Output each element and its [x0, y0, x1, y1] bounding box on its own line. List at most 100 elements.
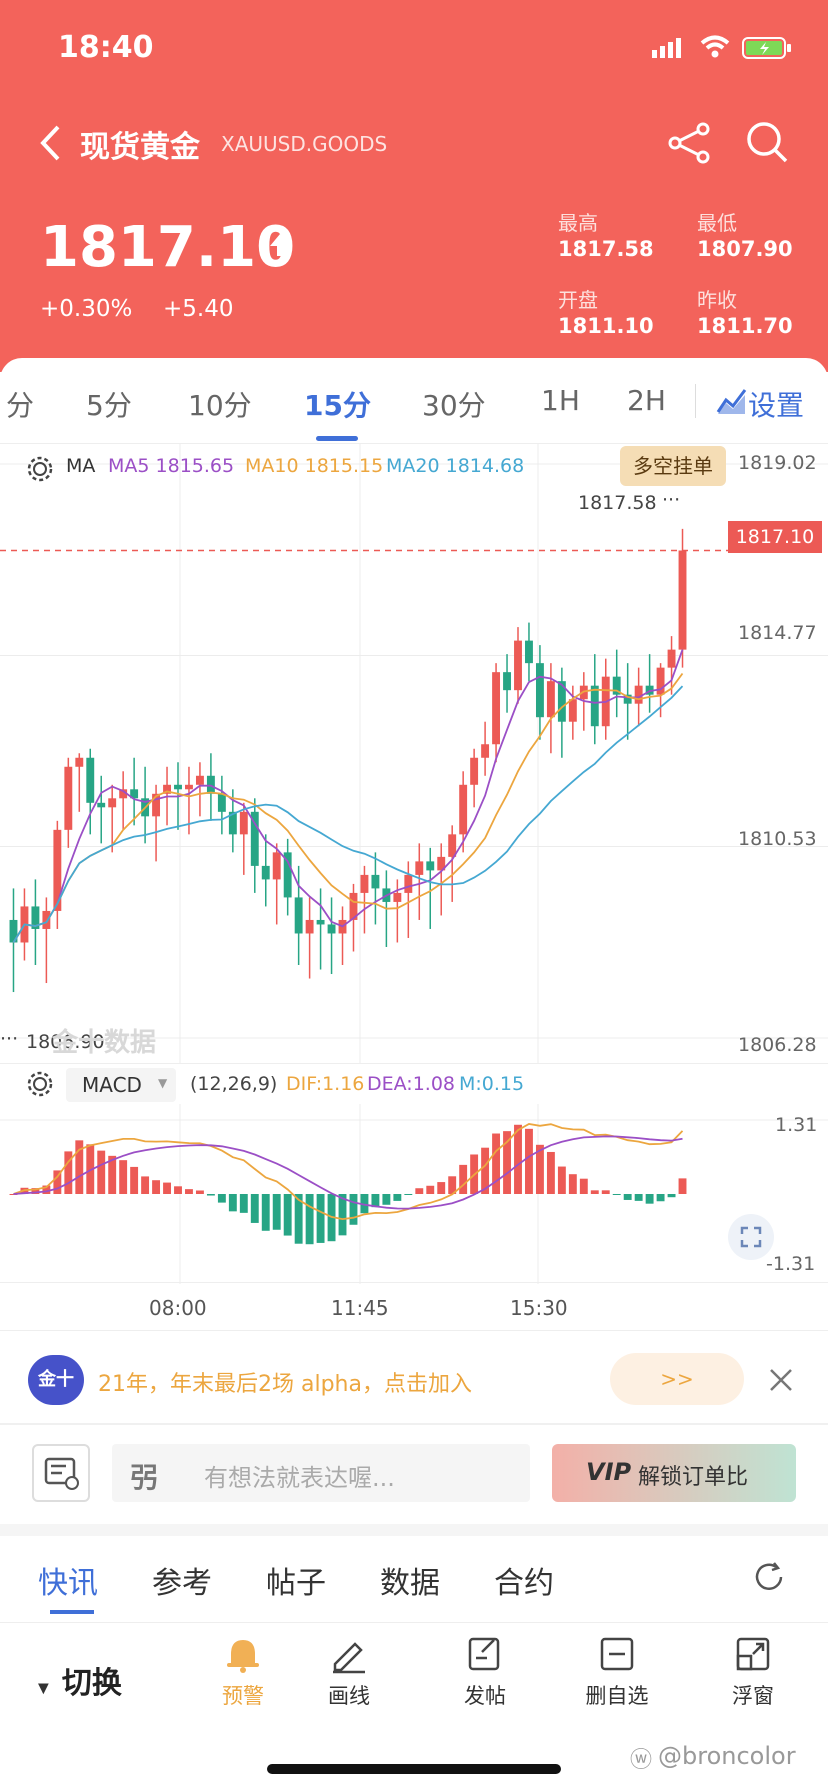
tab-30min[interactable]: 30分 [422, 389, 486, 422]
candlestick-chart[interactable] [0, 444, 828, 1064]
macd-bar [601, 1190, 610, 1194]
wifi-icon [700, 34, 730, 64]
candle-body [557, 681, 566, 722]
macd-bar [152, 1180, 161, 1194]
macd-bar [426, 1185, 435, 1194]
vip-unlock-button[interactable]: VIP 解锁订单比 [552, 1444, 796, 1502]
promo-banner[interactable]: 金十 21年，年末最后2场 alpha，点击加入 >> [0, 1331, 828, 1423]
macd-bar [678, 1178, 687, 1194]
minus-box-icon [597, 1634, 637, 1678]
tab-news-flash[interactable]: 快讯 [38, 1566, 98, 1601]
macd-selector[interactable]: MACD ▼ [66, 1068, 176, 1102]
alert-button[interactable]: 预警 [188, 1632, 298, 1712]
post-button[interactable]: 发帖 [430, 1632, 540, 1712]
tab-5min[interactable]: 5分 [86, 389, 132, 422]
price-axis-label: 1810.53 [738, 828, 817, 850]
tab-contracts[interactable]: 合约 [494, 1566, 554, 1601]
macd-bar [9, 1194, 18, 1195]
switch-label: 切换 [61, 1666, 122, 1701]
candle-body [568, 699, 577, 722]
macd-bar [250, 1194, 259, 1223]
candle-body [371, 874, 380, 889]
macd-bar [404, 1194, 413, 1195]
candle-body [393, 892, 402, 902]
candle-body [349, 892, 358, 920]
macd-bar [316, 1194, 325, 1243]
caret-down-icon: ▼ [38, 1680, 49, 1697]
candle-body [272, 852, 281, 880]
section-divider [0, 1524, 828, 1536]
macd-bar [195, 1190, 204, 1194]
back-icon[interactable] [38, 124, 62, 166]
time-axis-divider [0, 1282, 828, 1283]
switch-button[interactable]: ▼ 切换 [38, 1658, 122, 1702]
current-price-tag: 1817.10 [728, 521, 822, 553]
macd-bar [294, 1194, 303, 1244]
page-title: 现货黄金 [80, 130, 200, 165]
candle-body [9, 919, 18, 943]
macd-bar [382, 1194, 391, 1205]
tab-data[interactable]: 数据 [380, 1566, 440, 1601]
chart-settings-icon[interactable] [716, 386, 748, 420]
settings-label[interactable]: 设置 [748, 389, 805, 422]
vip-label: 解锁订单比 [638, 1465, 749, 1490]
macd-gear-icon[interactable] [26, 1070, 54, 1102]
tab-2h[interactable]: 2H [627, 384, 666, 417]
ma5-line [12, 649, 684, 943]
dif-line [13, 1123, 684, 1221]
stat-open-value: 1811.10 [558, 314, 654, 338]
remove-watchlist-button[interactable]: 删自选 [562, 1632, 672, 1712]
macd-bar [206, 1194, 215, 1196]
macd-bar [437, 1182, 446, 1194]
banner-go-button[interactable]: >> [610, 1353, 744, 1405]
tab-15min[interactable]: 15分 [304, 389, 371, 422]
macd-bar [185, 1189, 193, 1194]
candle-body [305, 919, 314, 934]
tab-1min[interactable]: 分 [6, 389, 35, 422]
emoji-icon[interactable]: 弜 [130, 1461, 159, 1494]
candle-body [42, 910, 51, 929]
close-icon[interactable] [768, 1367, 794, 1397]
macd-divider [0, 1063, 828, 1064]
candle-body [86, 757, 95, 803]
candle-body [590, 685, 599, 727]
candle-body [185, 784, 193, 790]
macd-bar [283, 1194, 292, 1236]
macd-bar [86, 1144, 95, 1194]
refresh-icon[interactable] [752, 1560, 786, 1598]
price-axis-label: 1814.77 [738, 622, 817, 644]
high-marker-dots: ··· [662, 489, 681, 511]
news-list-icon[interactable] [32, 1444, 90, 1502]
macd-bar [108, 1155, 117, 1194]
ma20-line [12, 685, 684, 943]
float-window-icon [733, 1634, 773, 1678]
indicator-gear-icon[interactable] [26, 455, 54, 487]
tab-10min[interactable]: 10分 [188, 389, 252, 422]
candle-body [459, 784, 468, 835]
macd-chart [0, 1104, 828, 1284]
candle-body [327, 924, 336, 934]
macd-bar [53, 1170, 62, 1194]
draw-line-button[interactable]: 画线 [294, 1632, 404, 1712]
draw-line-label: 画线 [328, 1684, 370, 1708]
float-window-button[interactable]: 浮窗 [698, 1632, 808, 1712]
macd-bar [612, 1194, 621, 1195]
candle-body [415, 861, 424, 875]
candle-body [31, 906, 40, 929]
search-icon[interactable] [745, 120, 789, 168]
ma10-legend: MA10 1815.15 [245, 455, 384, 477]
ma-label: MA [66, 455, 96, 477]
up-arrow-icon [268, 232, 292, 262]
fullscreen-icon[interactable] [728, 1214, 774, 1260]
user-watermark: @broncolor [658, 1742, 796, 1770]
tab-1h[interactable]: 1H [541, 384, 580, 417]
share-icon[interactable] [667, 122, 711, 168]
candle-body [108, 798, 117, 808]
tab-posts[interactable]: 帖子 [266, 1566, 326, 1601]
long-short-order-button[interactable]: 多空挂单 [620, 446, 726, 486]
tab-reference[interactable]: 参考 [152, 1566, 212, 1601]
candle-body [492, 672, 501, 745]
ma5-legend: MA5 1815.65 [108, 455, 235, 477]
comment-input[interactable]: 弜 有想法就表达喔... [112, 1444, 530, 1502]
candle-body [261, 865, 270, 880]
